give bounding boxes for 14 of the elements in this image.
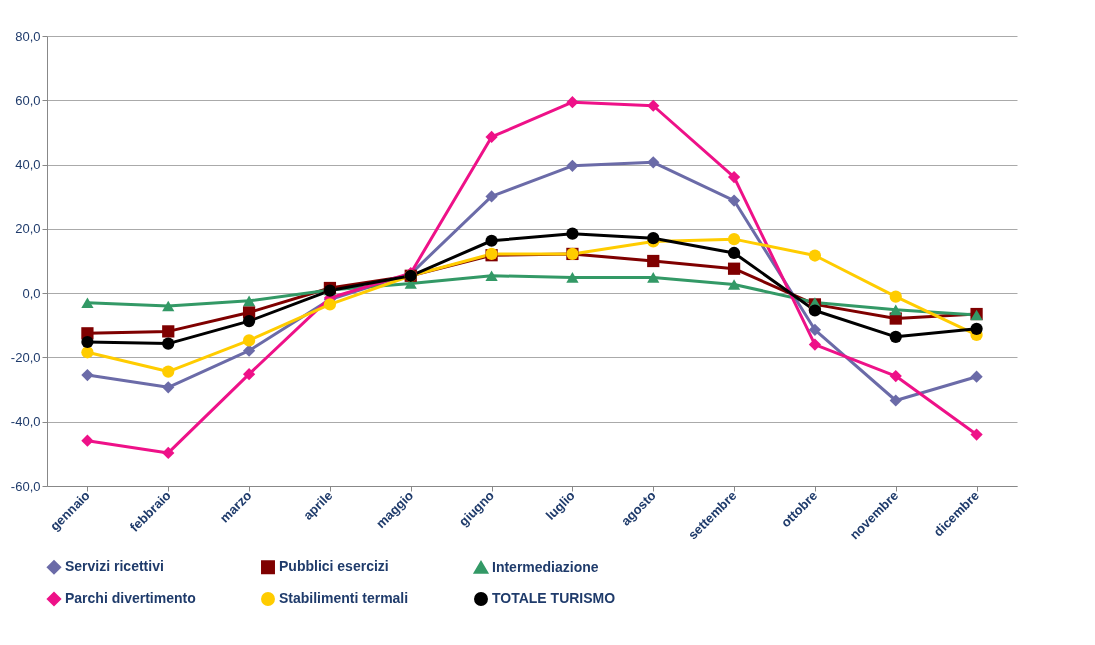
legend-label: Pubblici esercizi [279, 558, 389, 575]
legend-label: Parchi divertimento [65, 590, 196, 606]
y-tick-label: -60,0 [10, 478, 41, 494]
legend-label: Servizi ricettivi [65, 558, 164, 575]
y-tick-label: 0,0 [22, 285, 41, 301]
legend-label: Intermediazione [492, 558, 599, 575]
y-tick-label: 40,0 [15, 157, 41, 173]
y-tick-label: 80,0 [15, 28, 41, 44]
legend-label: TOTALE TURISMO [492, 590, 616, 606]
legend-label: Stabilimenti termali [279, 590, 409, 606]
y-tick-label: -40,0 [10, 414, 41, 430]
y-tick-label: -20,0 [10, 349, 41, 365]
y-tick-label: 60,0 [15, 92, 41, 108]
y-tick-label: 20,0 [15, 221, 41, 237]
